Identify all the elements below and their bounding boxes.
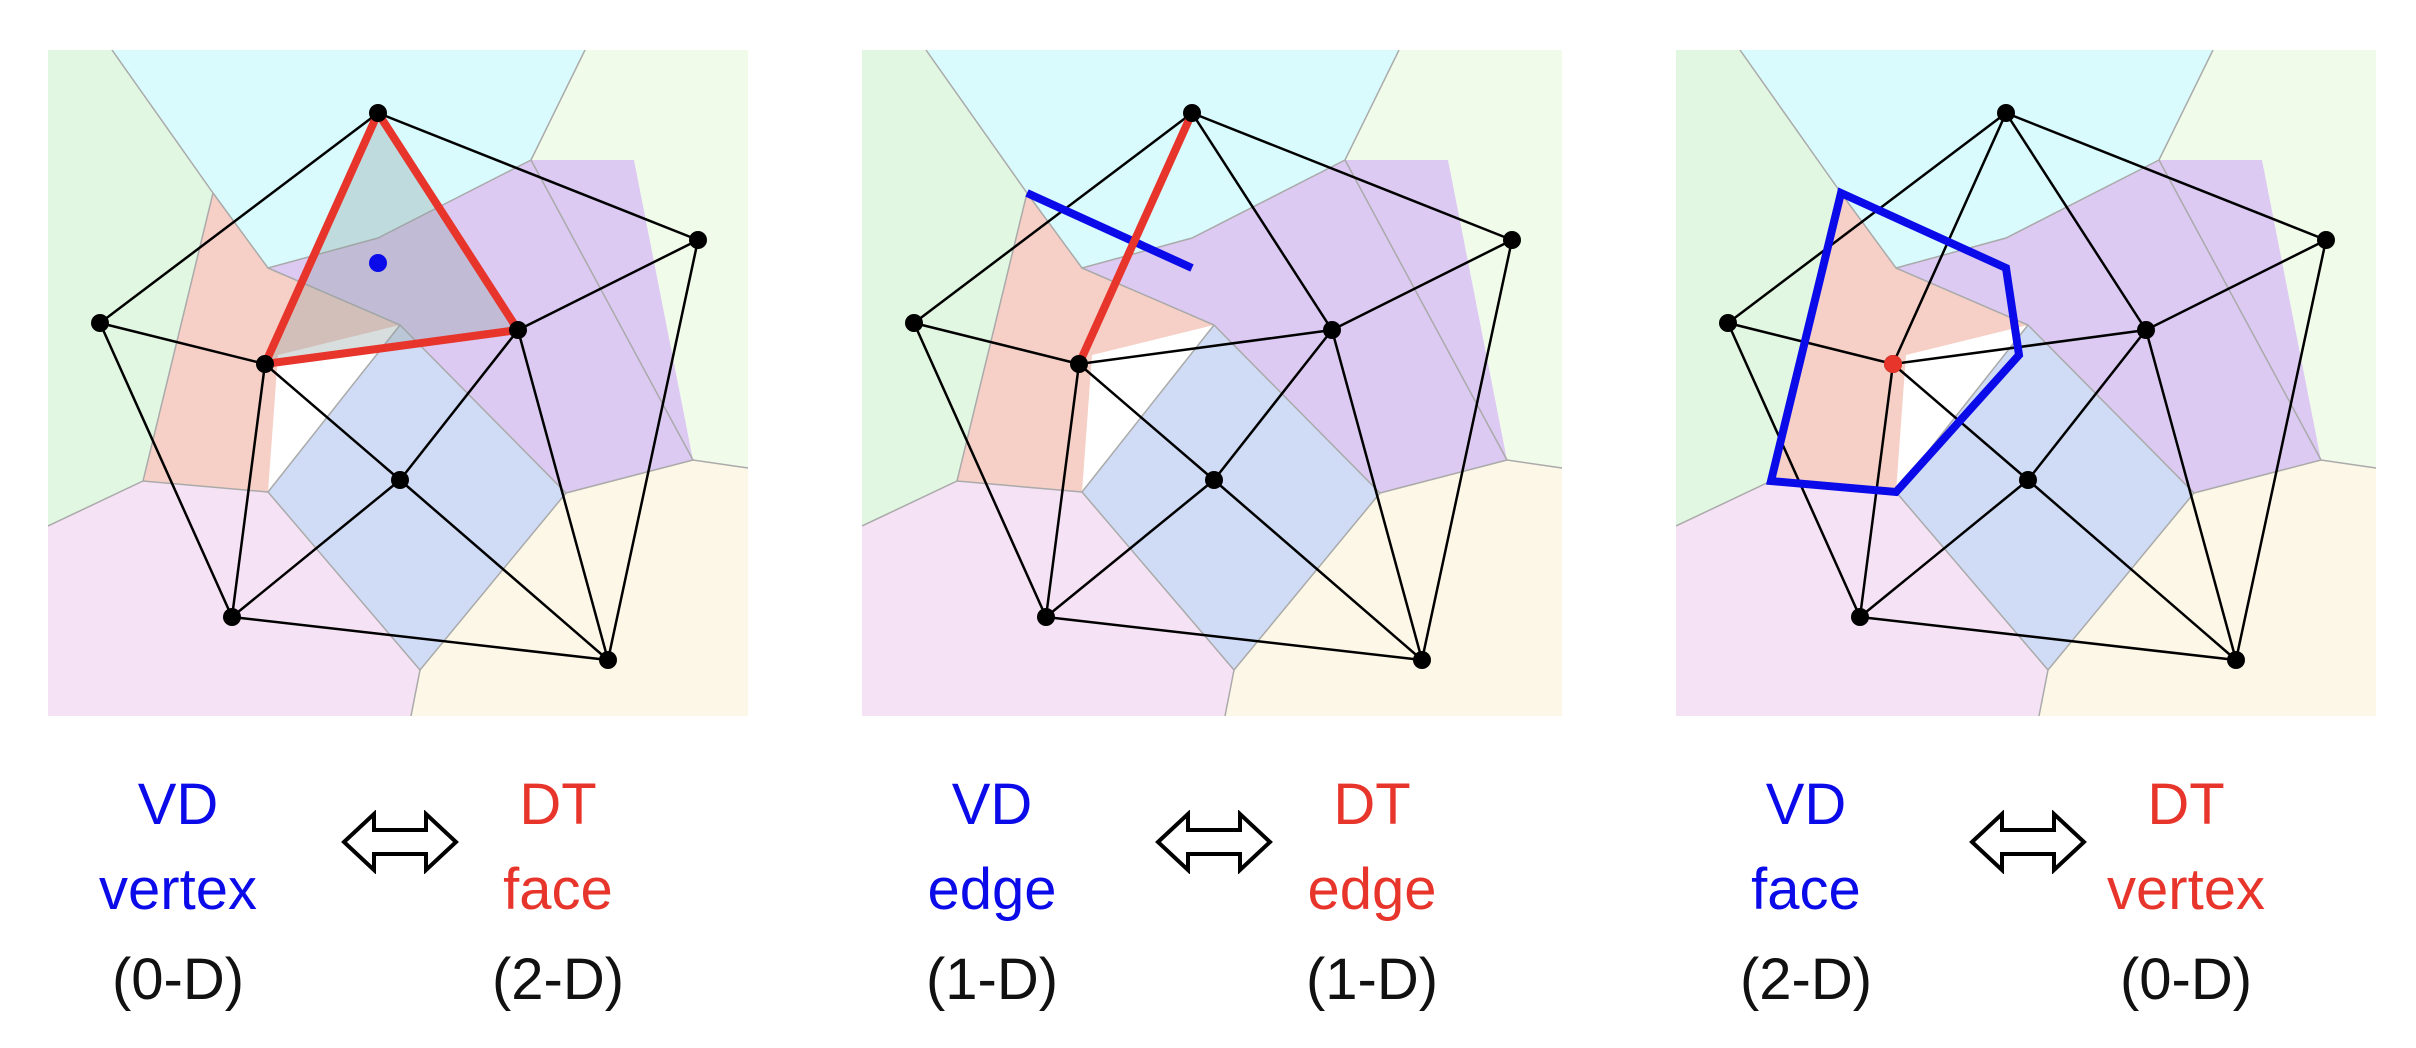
- dt-type: vertex: [2107, 857, 2265, 922]
- panel-edge-edge: VD edge (1-D) DT edge (1-D): [862, 0, 1562, 1048]
- diagram-face-vertex: [1676, 50, 2376, 716]
- vd-edge-highlight: [1025, 189, 1194, 272]
- vd-dimension: (2-D): [1739, 947, 1873, 1012]
- vd-type: face: [1751, 857, 1861, 922]
- dt-label: DT: [519, 772, 597, 837]
- vd-type: edge: [927, 857, 1057, 922]
- diagram-vertex-face: [48, 50, 748, 716]
- panel-vertex-face: VD vertex (0-D) DT face (2-D): [48, 0, 748, 1048]
- dt-face-outline: [258, 110, 525, 369]
- dt-face-highlight: [265, 113, 518, 364]
- dt-dimension: (0-D): [2119, 947, 2253, 1012]
- dt-type: edge: [1307, 857, 1437, 922]
- dt-edge-highlight: [1075, 111, 1196, 366]
- vd-label: VD: [951, 772, 1033, 837]
- dt-dimension: (1-D): [1305, 947, 1439, 1012]
- vd-dimension: (1-D): [925, 947, 1059, 1012]
- dt-vertex-marker: [1884, 355, 1902, 373]
- vd-face-outline: [1766, 187, 2024, 497]
- panel-face-vertex: VD face (2-D) DT vertex (0-D): [1676, 0, 2376, 1048]
- diagram-edge-edge: [862, 50, 1562, 716]
- dt-label: DT: [2147, 772, 2225, 837]
- dt-label: DT: [1333, 772, 1411, 837]
- dt-type: face: [503, 857, 613, 922]
- vd-label: VD: [137, 772, 219, 837]
- vd-type: vertex: [99, 857, 257, 922]
- dt-dimension: (2-D): [491, 947, 625, 1012]
- vd-label: VD: [1765, 772, 1847, 837]
- vd-dimension: (0-D): [111, 947, 245, 1012]
- vd-vertex-marker: [369, 254, 387, 272]
